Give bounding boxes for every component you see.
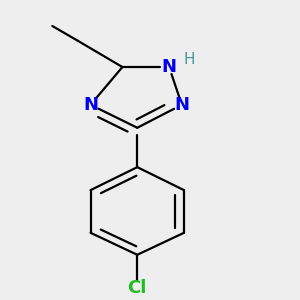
Text: N: N: [162, 58, 177, 76]
Text: H: H: [184, 52, 195, 67]
Text: N: N: [174, 96, 189, 114]
Text: N: N: [83, 96, 98, 114]
Text: Cl: Cl: [128, 279, 147, 297]
